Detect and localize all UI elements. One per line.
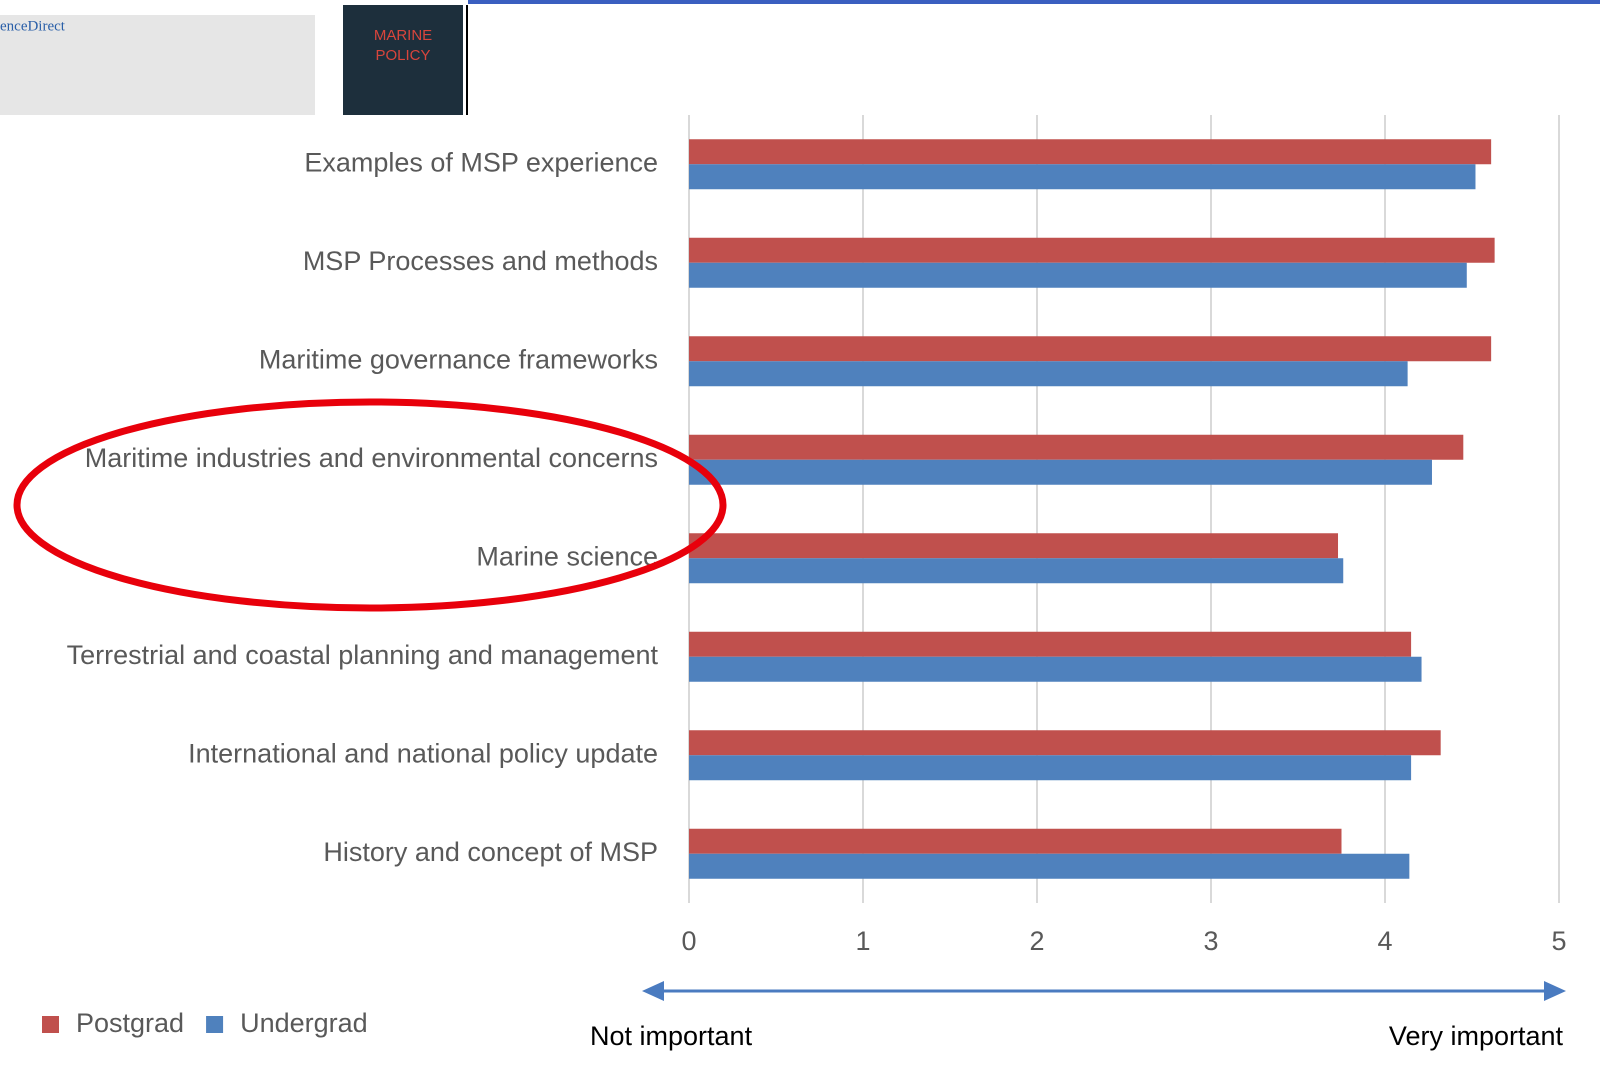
source-text: enceDirect — [0, 18, 66, 34]
y-tick-label: Maritime governance frameworks — [259, 344, 658, 374]
x-tick-label: 1 — [855, 926, 870, 956]
x-tick-label: 3 — [1203, 926, 1218, 956]
y-tick-label: MSP Processes and methods — [303, 246, 658, 276]
journal-header — [0, 15, 315, 115]
x-tick-label: 5 — [1551, 926, 1566, 956]
annotation: Very important — [1389, 1021, 1564, 1051]
annotation: Not important — [590, 1021, 753, 1051]
bar — [689, 164, 1476, 190]
bar — [689, 533, 1339, 559]
arrow-head — [642, 981, 664, 1001]
cover-title: POLICY — [375, 47, 430, 64]
x-tick-label: 4 — [1377, 926, 1392, 956]
bar — [689, 237, 1495, 263]
bar — [689, 828, 1342, 854]
y-tick-label: Examples of MSP experience — [304, 147, 658, 177]
bar — [689, 336, 1492, 362]
legend-swatch — [42, 1016, 59, 1033]
y-tick-label: International and national policy update — [188, 738, 658, 768]
chart: 0 1 2 3 4 5 Examples of MSP experience MSP Proc… — [42, 115, 1567, 1038]
legend-swatch — [206, 1016, 224, 1033]
y-tick-label: Marine science — [476, 541, 658, 571]
bar — [689, 730, 1441, 756]
bar — [689, 361, 1408, 387]
bar — [689, 755, 1412, 781]
x-tick-label: 0 — [681, 926, 696, 956]
bar — [689, 558, 1344, 584]
cover-title: MARINE — [374, 27, 432, 44]
y-tick-label: History and concept of MSP — [323, 837, 658, 867]
bar — [689, 434, 1464, 460]
legend-label: Postgrad — [76, 1008, 184, 1038]
bar — [689, 139, 1492, 165]
bar — [689, 459, 1432, 485]
legend-label: Undergrad — [240, 1008, 368, 1038]
highlight-ellipse — [13, 398, 727, 612]
top-bar — [468, 0, 1600, 4]
y-tick-label: Maritime industries and environmental co… — [85, 443, 658, 473]
bar — [689, 853, 1410, 879]
y-tick-label: Terrestrial and coastal planning and man… — [67, 640, 659, 670]
bar — [689, 631, 1412, 657]
bar — [689, 262, 1467, 288]
journal-cover — [343, 5, 463, 115]
arrow-head — [1544, 981, 1566, 1001]
bar — [689, 656, 1422, 682]
x-tick-label: 2 — [1029, 926, 1044, 956]
